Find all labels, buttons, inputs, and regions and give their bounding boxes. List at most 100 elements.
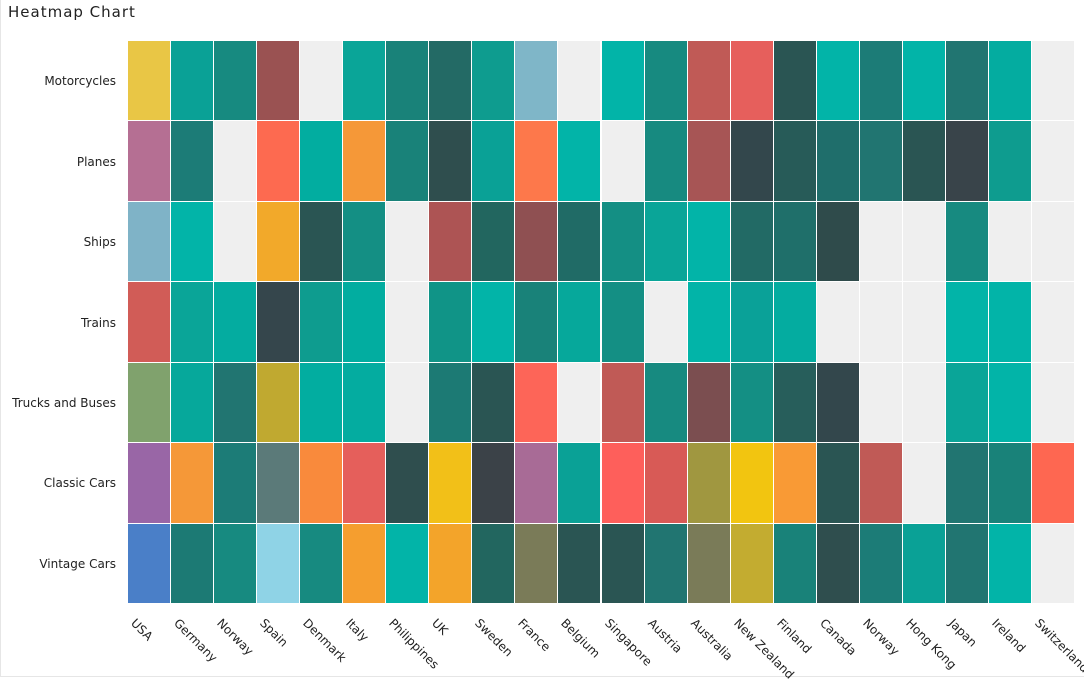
heatmap-cell[interactable] (988, 41, 1032, 122)
heatmap-cell[interactable] (558, 121, 602, 202)
heatmap-cell[interactable] (730, 41, 774, 122)
heatmap-cell[interactable] (128, 201, 172, 283)
heatmap-cell[interactable] (601, 41, 645, 122)
heatmap-cell[interactable] (171, 282, 215, 363)
heatmap-cell[interactable] (816, 201, 860, 283)
heatmap-cell[interactable] (601, 443, 645, 524)
heatmap-cell[interactable] (945, 443, 989, 524)
heatmap-cell[interactable] (988, 443, 1032, 524)
heatmap-cell[interactable] (1031, 282, 1075, 363)
heatmap-cell[interactable] (214, 282, 258, 363)
heatmap-cell[interactable] (214, 523, 258, 604)
heatmap-cell[interactable] (859, 201, 903, 283)
heatmap-cell[interactable] (773, 523, 817, 604)
heatmap-cell[interactable] (730, 523, 774, 604)
heatmap-cell[interactable] (902, 443, 946, 524)
heatmap-cell[interactable] (687, 41, 731, 122)
heatmap-cell[interactable] (343, 41, 387, 122)
heatmap-cell[interactable] (386, 201, 430, 283)
heatmap-cell[interactable] (558, 443, 602, 524)
heatmap-cell[interactable] (300, 282, 344, 363)
heatmap-cell[interactable] (214, 41, 258, 122)
heatmap-cell[interactable] (730, 282, 774, 363)
heatmap-cell[interactable] (343, 362, 387, 444)
heatmap-cell[interactable] (472, 282, 516, 363)
heatmap-cell[interactable] (214, 362, 258, 444)
heatmap-cell[interactable] (257, 121, 301, 202)
heatmap-cell[interactable] (945, 282, 989, 363)
heatmap-cell[interactable] (902, 362, 946, 444)
heatmap-cell[interactable] (386, 443, 430, 524)
heatmap-cell[interactable] (988, 282, 1032, 363)
heatmap-cell[interactable] (472, 201, 516, 283)
heatmap-cell[interactable] (859, 443, 903, 524)
heatmap-cell[interactable] (1031, 201, 1075, 283)
heatmap-cell[interactable] (687, 443, 731, 524)
heatmap-cell[interactable] (773, 282, 817, 363)
heatmap-cell[interactable] (558, 201, 602, 283)
heatmap-cell[interactable] (687, 201, 731, 283)
heatmap-cell[interactable] (773, 201, 817, 283)
heatmap-cell[interactable] (988, 362, 1032, 444)
heatmap-cell[interactable] (773, 121, 817, 202)
heatmap-cell[interactable] (386, 362, 430, 444)
heatmap-cell[interactable] (902, 201, 946, 283)
heatmap-cell[interactable] (1031, 362, 1075, 444)
heatmap-cell[interactable] (429, 523, 473, 604)
heatmap-cell[interactable] (730, 443, 774, 524)
heatmap-cell[interactable] (902, 523, 946, 604)
heatmap-cell[interactable] (515, 201, 559, 283)
heatmap-cell[interactable] (773, 41, 817, 122)
heatmap-cell[interactable] (257, 201, 301, 283)
heatmap-cell[interactable] (644, 201, 688, 283)
heatmap-cell[interactable] (128, 121, 172, 202)
heatmap-cell[interactable] (472, 121, 516, 202)
heatmap-cell[interactable] (601, 523, 645, 604)
heatmap-cell[interactable] (730, 121, 774, 202)
heatmap-cell[interactable] (687, 362, 731, 444)
heatmap-cell[interactable] (773, 362, 817, 444)
heatmap-cell[interactable] (386, 41, 430, 122)
heatmap-cell[interactable] (558, 523, 602, 604)
heatmap-cell[interactable] (859, 121, 903, 202)
heatmap-cell[interactable] (601, 282, 645, 363)
heatmap-cell[interactable] (644, 41, 688, 122)
heatmap-cell[interactable] (816, 523, 860, 604)
heatmap-cell[interactable] (902, 282, 946, 363)
heatmap-cell[interactable] (859, 362, 903, 444)
heatmap-cell[interactable] (601, 121, 645, 202)
heatmap-cell[interactable] (515, 121, 559, 202)
heatmap-cell[interactable] (214, 201, 258, 283)
heatmap-cell[interactable] (214, 121, 258, 202)
heatmap-cell[interactable] (1031, 523, 1075, 604)
heatmap-cell[interactable] (257, 362, 301, 444)
heatmap-cell[interactable] (429, 201, 473, 283)
heatmap-cell[interactable] (558, 282, 602, 363)
heatmap-cell[interactable] (945, 41, 989, 122)
heatmap-cell[interactable] (816, 282, 860, 363)
heatmap-cell[interactable] (300, 121, 344, 202)
heatmap-cell[interactable] (730, 201, 774, 283)
heatmap-cell[interactable] (687, 121, 731, 202)
heatmap-cell[interactable] (429, 121, 473, 202)
heatmap-cell[interactable] (300, 523, 344, 604)
heatmap-cell[interactable] (773, 443, 817, 524)
heatmap-cell[interactable] (257, 443, 301, 524)
heatmap-cell[interactable] (515, 443, 559, 524)
heatmap-cell[interactable] (343, 201, 387, 283)
heatmap-cell[interactable] (128, 523, 172, 604)
heatmap-cell[interactable] (644, 121, 688, 202)
heatmap-cell[interactable] (300, 41, 344, 122)
heatmap-cell[interactable] (171, 443, 215, 524)
heatmap-cell[interactable] (515, 282, 559, 363)
heatmap-cell[interactable] (945, 523, 989, 604)
heatmap-cell[interactable] (300, 362, 344, 444)
heatmap-cell[interactable] (644, 282, 688, 363)
heatmap-cell[interactable] (429, 41, 473, 122)
heatmap-cell[interactable] (429, 443, 473, 524)
heatmap-cell[interactable] (945, 201, 989, 283)
heatmap-cell[interactable] (171, 201, 215, 283)
heatmap-cell[interactable] (472, 523, 516, 604)
heatmap-cell[interactable] (1031, 121, 1075, 202)
heatmap-cell[interactable] (644, 362, 688, 444)
